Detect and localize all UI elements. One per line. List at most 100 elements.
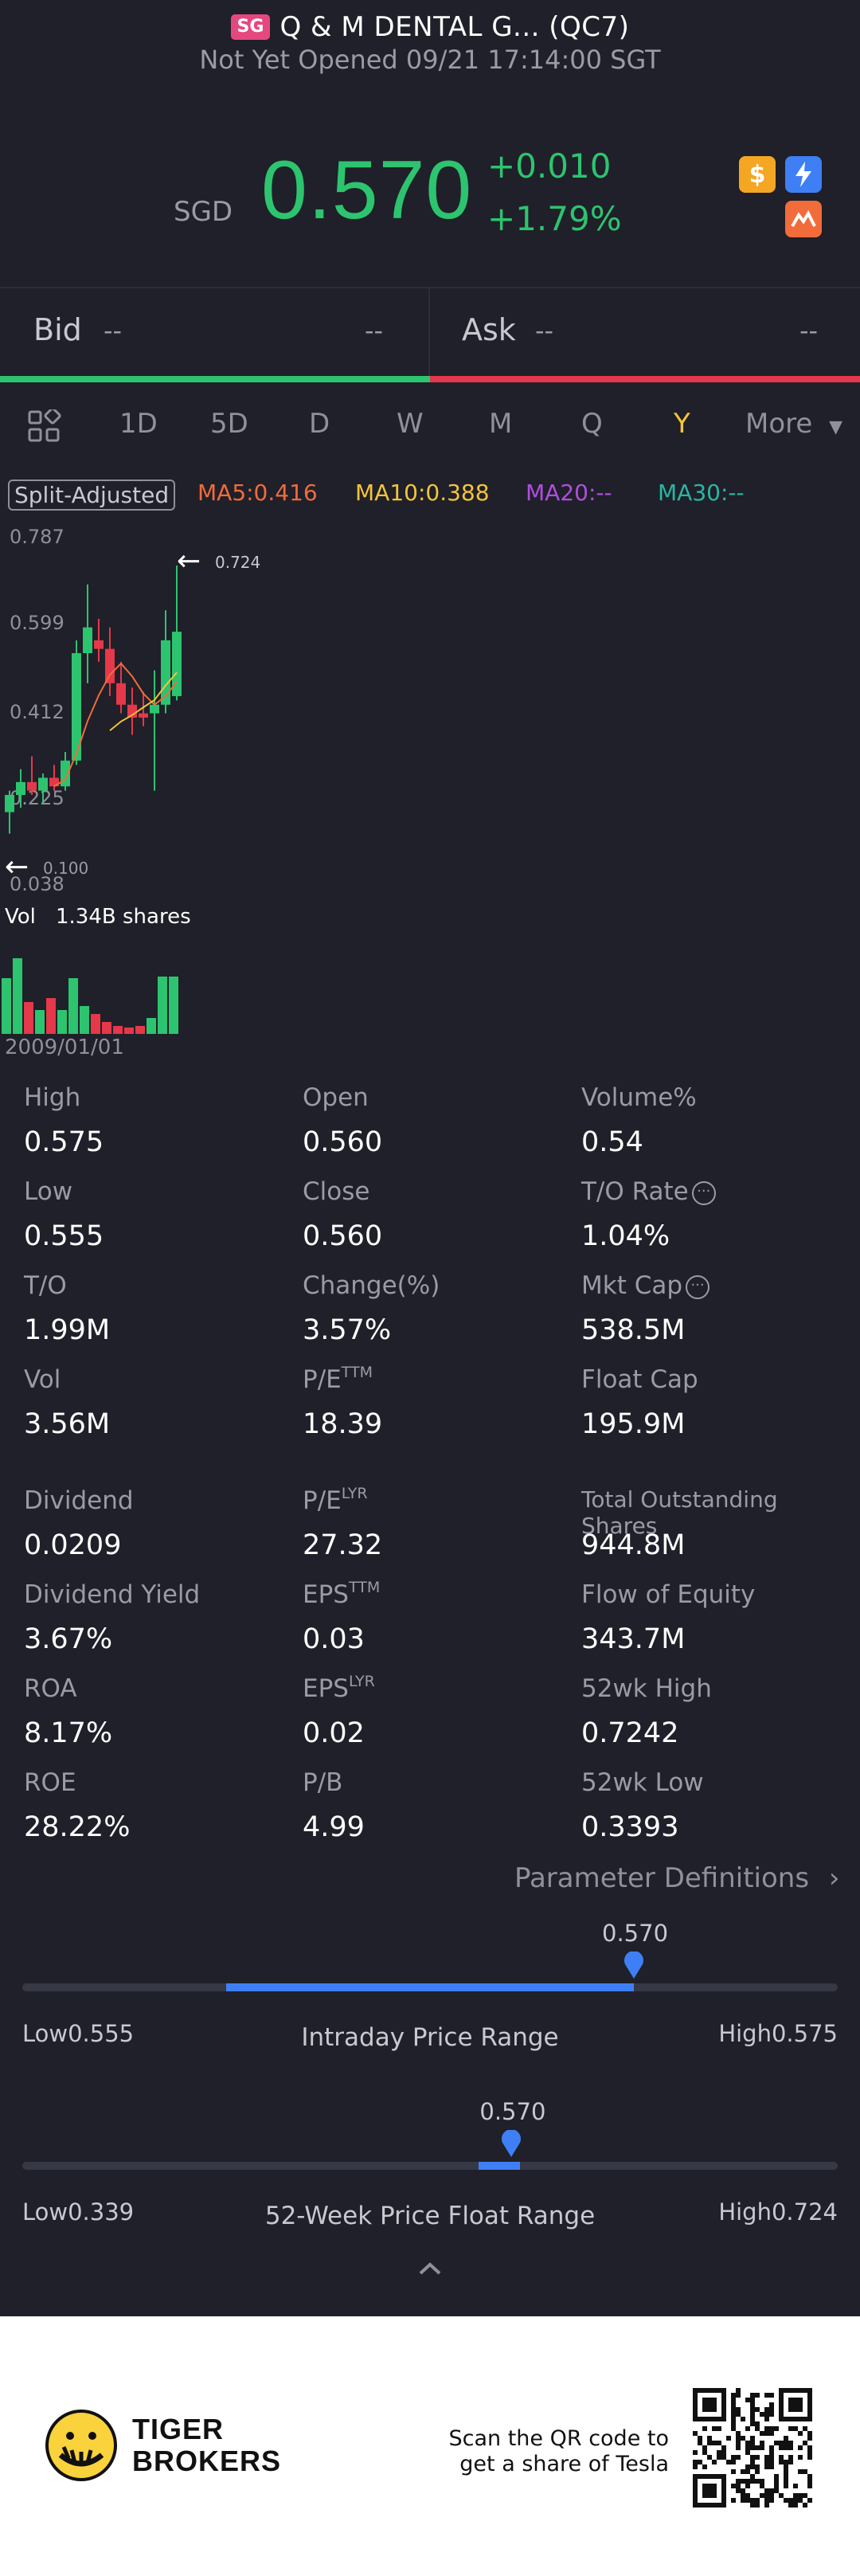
stat-value: 27.32 (303, 1529, 383, 1561)
stat-label-text: Flow of Equity (581, 1580, 756, 1609)
stat-label-text: Vol (24, 1365, 61, 1394)
stat-label[interactable]: Mkt Cap ··· (581, 1271, 710, 1300)
candle-body (61, 760, 70, 787)
price-change: +0.010 (487, 147, 612, 186)
ma5-value: MA5:0.416 (197, 480, 318, 506)
stat-label: 52wk High (581, 1674, 712, 1703)
stat-label: P/B (303, 1768, 342, 1797)
volume-bar (124, 1028, 134, 1034)
stat-label: P/ELYR (303, 1485, 368, 1515)
volume-bar (68, 978, 78, 1034)
stat-label: Open (303, 1083, 369, 1112)
stat-value: 195.9M (581, 1408, 686, 1440)
stat-label-text: T/O (24, 1271, 67, 1300)
bid-ask-separator (428, 288, 430, 376)
ask-ratio-bar (430, 376, 860, 382)
share-footer: TIGER BROKERS Scan the QR code to get a … (0, 2316, 860, 2576)
stat-label-text: P/E (303, 1486, 342, 1515)
market-status: Not Yet Opened 09/21 17:14:00 SGT (199, 45, 661, 75)
candle-body (83, 627, 92, 654)
candle-body (38, 777, 48, 791)
arrow-left-icon: ← (5, 851, 29, 883)
candle-body (150, 704, 159, 714)
info-icon[interactable]: ··· (691, 1180, 716, 1205)
stat-value: 3.67% (24, 1623, 113, 1655)
dollar-icon[interactable]: $ (739, 156, 776, 193)
arrow-left-icon: ← (177, 545, 201, 577)
stat-value: 1.04% (581, 1220, 670, 1252)
stat-value: 0.575 (24, 1126, 104, 1158)
scan-prompt-line1: Scan the QR code to (448, 2426, 669, 2451)
market-badge: SG (230, 14, 271, 40)
stat-label: Volume% (581, 1083, 697, 1112)
ask-price: -- (535, 315, 554, 346)
bid-price: -- (104, 315, 123, 346)
ma5-line (53, 662, 178, 788)
stat-label: Close (303, 1177, 369, 1206)
ask-size: -- (799, 315, 819, 346)
stat-label: Total Outstanding Shares (581, 1486, 860, 1539)
brand-line2: BROKERS (132, 2445, 282, 2477)
ma30-value: MA30:-- (658, 480, 745, 506)
tab-m[interactable]: M (489, 408, 513, 440)
parameter-definitions-link[interactable]: Parameter Definitions › (514, 1862, 839, 1894)
tab-more[interactable]: More ▼ (745, 408, 842, 440)
stat-label-superscript: LYR (348, 1673, 375, 1690)
title-row: SG Q & M DENTAL G... (QC7) (0, 6, 860, 48)
week52-range-title: 52-Week Price Float Range (264, 2202, 596, 2230)
stat-value: 0.560 (303, 1126, 383, 1158)
stat-value: 28.22% (24, 1811, 131, 1843)
stock-title[interactable]: Q & M DENTAL G... (QC7) (280, 11, 630, 43)
volume-bar (35, 1010, 45, 1034)
y-tick-label: 0.412 (10, 701, 64, 723)
stat-value: 0.3393 (581, 1811, 679, 1843)
chart-layout-icon[interactable] (27, 407, 62, 448)
intraday-high: High0.575 (718, 2020, 838, 2047)
tab-d[interactable]: D (309, 408, 330, 440)
min-price-marker: 0.100 (43, 859, 89, 878)
tab-1d[interactable]: 1D (119, 408, 158, 440)
volume-bar (46, 998, 56, 1034)
flash-icon[interactable] (785, 156, 822, 193)
week52-range-fill (479, 2162, 520, 2170)
chart-start-date: 2009/01/01 (5, 1035, 124, 1059)
stat-label: High (24, 1083, 80, 1112)
stat-value: 1.99M (24, 1314, 111, 1346)
split-adjusted-button[interactable]: Split-Adjusted (8, 480, 176, 511)
stat-label: Vol (24, 1365, 61, 1394)
tab-q[interactable]: Q (581, 408, 603, 440)
volume-bar (24, 1002, 33, 1034)
stat-label[interactable]: T/O Rate ··· (581, 1177, 716, 1206)
stat-value: 4.99 (303, 1811, 365, 1843)
candle-body (27, 781, 37, 791)
stat-value: 18.39 (303, 1408, 383, 1440)
stat-label: Float Cap (581, 1365, 698, 1394)
stat-label-text: Change(%) (303, 1271, 440, 1300)
intraday-range-fill (226, 1983, 634, 1991)
stat-label-text: Dividend (24, 1486, 134, 1515)
tab-y[interactable]: Y (674, 408, 690, 440)
y-tick-label: 0.038 (10, 873, 64, 895)
ma10-value: MA10:0.388 (355, 480, 490, 506)
stat-label-text: ROA (24, 1674, 77, 1703)
y-tick-label: 0.599 (10, 612, 64, 634)
candle-body (16, 781, 25, 796)
collapse-chevron-up-icon[interactable] (417, 2261, 443, 2280)
scan-prompt-line2: get a share of Tesla (459, 2452, 669, 2476)
stat-label-superscript: TTM (341, 1364, 373, 1381)
tab-5d[interactable]: 5D (210, 408, 248, 440)
tab-w[interactable]: W (397, 408, 424, 440)
candlestick-chart[interactable] (0, 518, 860, 900)
stat-label-text: High (24, 1083, 81, 1112)
candle-body (127, 704, 137, 718)
ma20-value: MA20:-- (526, 480, 612, 506)
intraday-range-title: Intraday Price Range (301, 2023, 559, 2052)
options-icon[interactable] (785, 201, 822, 237)
stat-value: 0.03 (303, 1623, 365, 1655)
volume-bar (158, 977, 167, 1034)
stat-label-text: Dividend Yield (24, 1580, 201, 1609)
stat-label: Flow of Equity (581, 1580, 755, 1609)
caret-down-icon: ▼ (829, 417, 843, 437)
info-icon[interactable]: ··· (686, 1274, 710, 1299)
volume-bar (13, 958, 22, 1034)
